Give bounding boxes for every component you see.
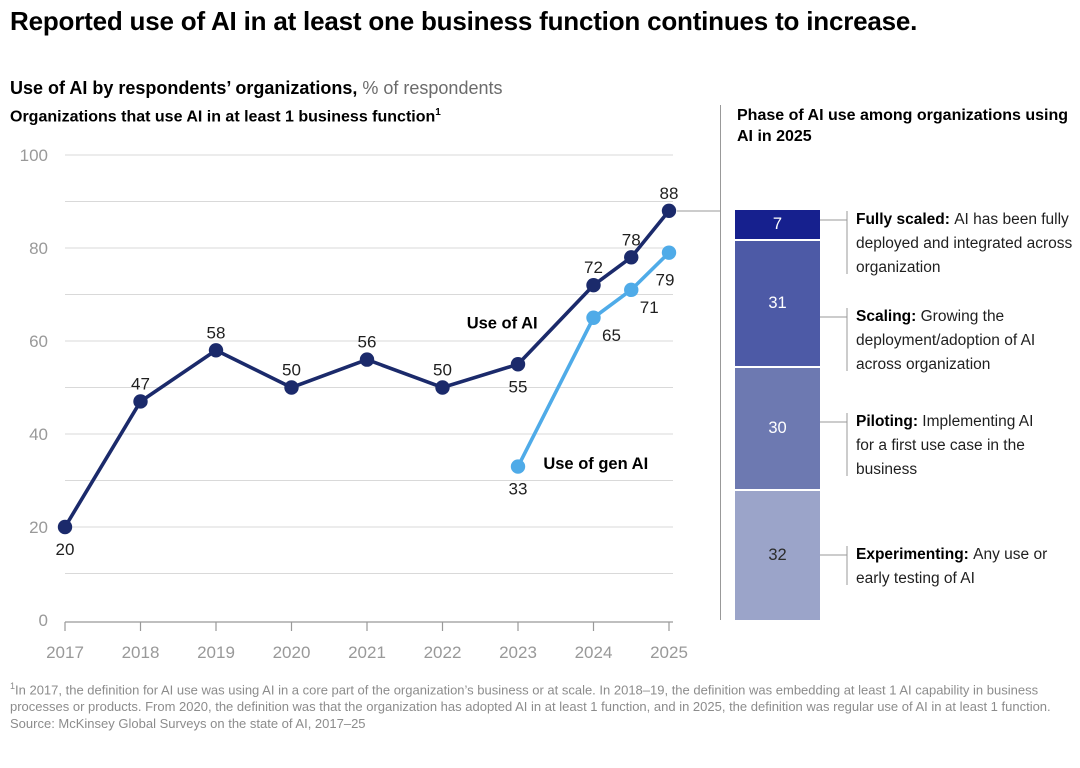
x-axis: 2017 2018 2019 2020 2021 2022 2023 2024 2025 [46, 621, 688, 662]
data-label: 20 [56, 540, 75, 559]
data-label: 78 [622, 230, 641, 249]
phase-callout-label: Fully scaled: [856, 211, 955, 228]
footnote-text: In 2017, the definition for AI use was u… [10, 682, 1051, 715]
series-use-of-gen-ai [510, 245, 677, 474]
series-use-of-ai [57, 203, 677, 535]
x-axis-label: 2019 [197, 643, 235, 662]
data-label: 47 [131, 374, 150, 393]
footnote: 1In 2017, the definition for AI use was … [10, 678, 1074, 715]
x-axis-label: 2022 [424, 643, 462, 662]
data-labels-use-of-ai: 20 47 58 50 56 50 55 72 78 88 [56, 184, 679, 559]
phase-callout-label: Scaling: [856, 308, 921, 325]
x-axis-label: 2018 [122, 643, 160, 662]
subtitle-unit: % of respondents [362, 78, 503, 98]
phase-callout-label: Experimenting: [856, 546, 974, 563]
phase-callout: Scaling: Growing the deployment/adoption… [856, 308, 1036, 373]
footnote-block: 1In 2017, the definition for AI use was … [10, 678, 1074, 732]
phase-callout: Fully scaled: AI has been fully deployed… [856, 211, 1073, 276]
data-label: 33 [509, 480, 528, 499]
phase-panel-title: Phase of AI use among organizations usin… [737, 107, 1069, 145]
x-axis-label: 2021 [348, 643, 386, 662]
data-point [510, 357, 526, 372]
data-label: 65 [602, 326, 621, 345]
y-axis-label: 100 [20, 146, 48, 165]
data-point [661, 245, 677, 260]
phase-callout-label: Piloting: [856, 413, 923, 430]
x-axis-label: 2017 [46, 643, 84, 662]
y-axis-label: 40 [29, 425, 48, 444]
phase-segment-value: 30 [768, 418, 787, 437]
data-point [208, 343, 224, 358]
line-chart-title-footnote-marker: 1 [435, 107, 441, 118]
x-axis-label: 2024 [575, 643, 613, 662]
data-label: 79 [656, 271, 675, 290]
data-label: 56 [358, 333, 377, 352]
data-labels-use-of-gen-ai: 33 65 71 79 [509, 271, 675, 499]
subtitle-text: Use of AI by respondents’ organizations, [10, 78, 358, 98]
data-point [624, 282, 639, 298]
data-point [359, 352, 375, 367]
page-title: Reported use of AI in at least one busin… [10, 6, 918, 36]
data-label: 50 [282, 361, 301, 380]
y-axis-label: 0 [39, 611, 48, 630]
footnote-superscript: 1 [10, 681, 16, 691]
data-point [661, 203, 677, 218]
data-label: 72 [584, 258, 603, 277]
series-annotation: Use of AI [467, 314, 538, 332]
series-annotation: Use of gen AI [543, 455, 648, 473]
data-point [586, 310, 601, 325]
data-point [57, 519, 73, 535]
gridlines [65, 154, 673, 574]
series-annotations: Use of AI Use of gen AI [467, 314, 648, 472]
data-label: 58 [207, 323, 226, 342]
x-axis-label: 2023 [499, 643, 537, 662]
phase-segment-value: 32 [768, 545, 787, 564]
data-label: 71 [640, 298, 659, 317]
phase-segment: 31 [735, 240, 820, 366]
y-axis-label: 80 [29, 239, 48, 258]
x-axis-label: 2025 [650, 643, 688, 662]
phase-segment-value: 7 [772, 215, 783, 233]
data-point [586, 278, 601, 293]
data-label: 88 [660, 184, 679, 203]
line-chart-title-text: Organizations that use AI in at least 1 … [10, 108, 436, 126]
phase-segment: 30 [735, 367, 820, 489]
line-chart-title: Organizations that use AI in at least 1 … [10, 107, 441, 126]
phase-brackets [820, 211, 848, 585]
phase-callout: Piloting: Implementing AI for a first us… [856, 413, 1034, 478]
data-point [624, 250, 639, 265]
y-axis-label: 60 [29, 332, 48, 351]
y-axis-label: 20 [29, 518, 48, 537]
phase-segment: 7 [735, 210, 820, 239]
data-label: 50 [433, 361, 452, 380]
data-point [510, 459, 526, 474]
data-point [133, 394, 148, 409]
page-subtitle: Use of AI by respondents’ organizations,… [10, 78, 502, 99]
x-axis-label: 2020 [273, 643, 311, 662]
phase-segment-value: 31 [768, 293, 787, 312]
data-point [435, 380, 450, 395]
phase-bar: 7 31 30 32 [735, 210, 820, 620]
y-axis: 0 20 40 60 80 100 [20, 146, 48, 630]
data-point [284, 380, 299, 395]
phase-segment: 32 [735, 490, 820, 620]
source-line: Source: McKinsey Global Surveys on the s… [10, 716, 366, 732]
phase-callout: Experimenting: Any use or early testing … [856, 546, 1048, 587]
data-label: 55 [509, 377, 528, 396]
